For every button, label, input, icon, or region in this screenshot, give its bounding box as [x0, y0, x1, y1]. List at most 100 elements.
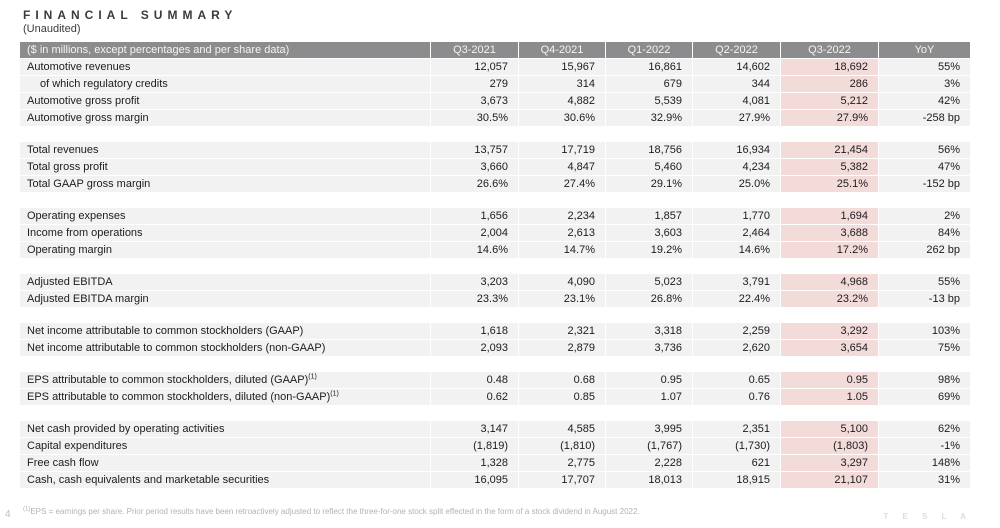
cell-value: 103% — [878, 323, 970, 339]
cell-value: 23.1% — [518, 291, 605, 307]
cell-value: 0.85 — [518, 389, 605, 405]
row-label-text: Total gross profit — [27, 161, 108, 173]
cell-value: 16,861 — [605, 59, 692, 75]
cell-value: 4,882 — [518, 93, 605, 109]
row-label: Automotive gross margin — [20, 110, 430, 126]
cell-value: 2,351 — [692, 421, 780, 437]
cell-value: 29.1% — [605, 176, 692, 192]
row-label-superscript: (1) — [330, 390, 339, 398]
cell-value: 42% — [878, 93, 970, 109]
cell-value: 2,775 — [518, 455, 605, 471]
cell-value: 16,934 — [692, 142, 780, 158]
row-label: Total GAAP gross margin — [20, 176, 430, 192]
cell-value: 3,203 — [430, 274, 518, 290]
cell-value: 12,057 — [430, 59, 518, 75]
row-label-text: Adjusted EBITDA margin — [27, 293, 149, 305]
row-label-text: Net cash provided by operating activitie… — [27, 423, 225, 435]
cell-value: 27.4% — [518, 176, 605, 192]
cell-value: 1,618 — [430, 323, 518, 339]
cell-value: 5,460 — [605, 159, 692, 175]
cell-value: 2,093 — [430, 340, 518, 356]
table-units-label: ($ in millions, except percentages and p… — [20, 42, 430, 58]
table-block: EPS attributable to common stockholders,… — [20, 372, 970, 405]
row-label: Adjusted EBITDA margin — [20, 291, 430, 307]
column-header-yoy: YoY — [878, 42, 970, 58]
table-row: Total revenues 13,757 17,719 18,756 16,934 21… — [20, 142, 970, 158]
cell-value: 84% — [878, 225, 970, 241]
cell-value: 19.2% — [605, 242, 692, 258]
cell-value: 25.1% — [780, 176, 878, 192]
table-row: Cash, cash equivalents and marketable se… — [20, 472, 970, 488]
table-block: Automotive revenues 12,057 15,967 16,861 14,… — [20, 59, 970, 126]
row-label-text: Net income attributable to common stockh… — [27, 325, 304, 337]
cell-value: 26.8% — [605, 291, 692, 307]
column-header-q3-2021: Q3-2021 — [430, 42, 518, 58]
cell-value: 13,757 — [430, 142, 518, 158]
row-label-superscript: (1) — [308, 373, 317, 381]
cell-value: (1,819) — [430, 438, 518, 454]
cell-value: 3,736 — [605, 340, 692, 356]
cell-value: 2,464 — [692, 225, 780, 241]
cell-value: 14,602 — [692, 59, 780, 75]
row-label: Cash, cash equivalents and marketable se… — [20, 472, 430, 488]
cell-value: 3,995 — [605, 421, 692, 437]
cell-value: 2,879 — [518, 340, 605, 356]
cell-value: 18,915 — [692, 472, 780, 488]
cell-value: 18,756 — [605, 142, 692, 158]
cell-value: 14.6% — [430, 242, 518, 258]
column-header-q4-2021: Q4-2021 — [518, 42, 605, 58]
row-label: Capital expenditures — [20, 438, 430, 454]
table-row: Adjusted EBITDA margin 23.3% 23.1% 26.8% 22.… — [20, 291, 970, 307]
row-label: Automotive revenues — [20, 59, 430, 75]
cell-value: 4,968 — [780, 274, 878, 290]
row-label-text: Total GAAP gross margin — [27, 178, 151, 190]
row-label: EPS attributable to common stockholders,… — [20, 389, 430, 405]
table-row: Net cash provided by operating activitie… — [20, 421, 970, 437]
cell-value: 31% — [878, 472, 970, 488]
cell-value: 4,090 — [518, 274, 605, 290]
cell-value: 30.6% — [518, 110, 605, 126]
column-header-q1-2022: Q1-2022 — [605, 42, 692, 58]
cell-value: 1,656 — [430, 208, 518, 224]
cell-value: 2,321 — [518, 323, 605, 339]
row-label: Free cash flow — [20, 455, 430, 471]
cell-value: 3,292 — [780, 323, 878, 339]
row-label: Operating expenses — [20, 208, 430, 224]
cell-value: 55% — [878, 274, 970, 290]
cell-value: 27.9% — [692, 110, 780, 126]
cell-value: 5,100 — [780, 421, 878, 437]
table-row: Operating margin 14.6% 14.7% 19.2% 14.6% 17.2… — [20, 242, 970, 258]
cell-value: 4,081 — [692, 93, 780, 109]
row-label-text: Operating margin — [27, 244, 112, 256]
cell-value: (1,803) — [780, 438, 878, 454]
cell-value: 17.2% — [780, 242, 878, 258]
row-label-text: Automotive gross margin — [27, 112, 149, 124]
cell-value: 2,004 — [430, 225, 518, 241]
table-block: Operating expenses 1,656 2,234 1,857 1,770 1,… — [20, 208, 970, 258]
cell-value: 2,228 — [605, 455, 692, 471]
page-number: 4 — [5, 509, 11, 520]
cell-value: 4,234 — [692, 159, 780, 175]
page-subtitle: (Unaudited) — [23, 23, 81, 35]
cell-value: 3,688 — [780, 225, 878, 241]
cell-value: (1,730) — [692, 438, 780, 454]
cell-value: 1.07 — [605, 389, 692, 405]
cell-value: 1,328 — [430, 455, 518, 471]
cell-value: 1,770 — [692, 208, 780, 224]
cell-value: 30.5% — [430, 110, 518, 126]
cell-value: (1,767) — [605, 438, 692, 454]
cell-value: 15,967 — [518, 59, 605, 75]
table-row: Free cash flow 1,328 2,775 2,228 621 3,297 148… — [20, 455, 970, 471]
row-label-text: Cash, cash equivalents and marketable se… — [27, 474, 270, 486]
cell-value: 62% — [878, 421, 970, 437]
cell-value: 1.05 — [780, 389, 878, 405]
cell-value: 0.65 — [692, 372, 780, 388]
cell-value: 5,382 — [780, 159, 878, 175]
cell-value: 148% — [878, 455, 970, 471]
cell-value: 279 — [430, 76, 518, 92]
table-block: Total revenues 13,757 17,719 18,756 16,934 21… — [20, 142, 970, 192]
cell-value: 0.95 — [605, 372, 692, 388]
cell-value: 21,107 — [780, 472, 878, 488]
cell-value: 3,297 — [780, 455, 878, 471]
table-block: Net income attributable to common stockh… — [20, 323, 970, 356]
